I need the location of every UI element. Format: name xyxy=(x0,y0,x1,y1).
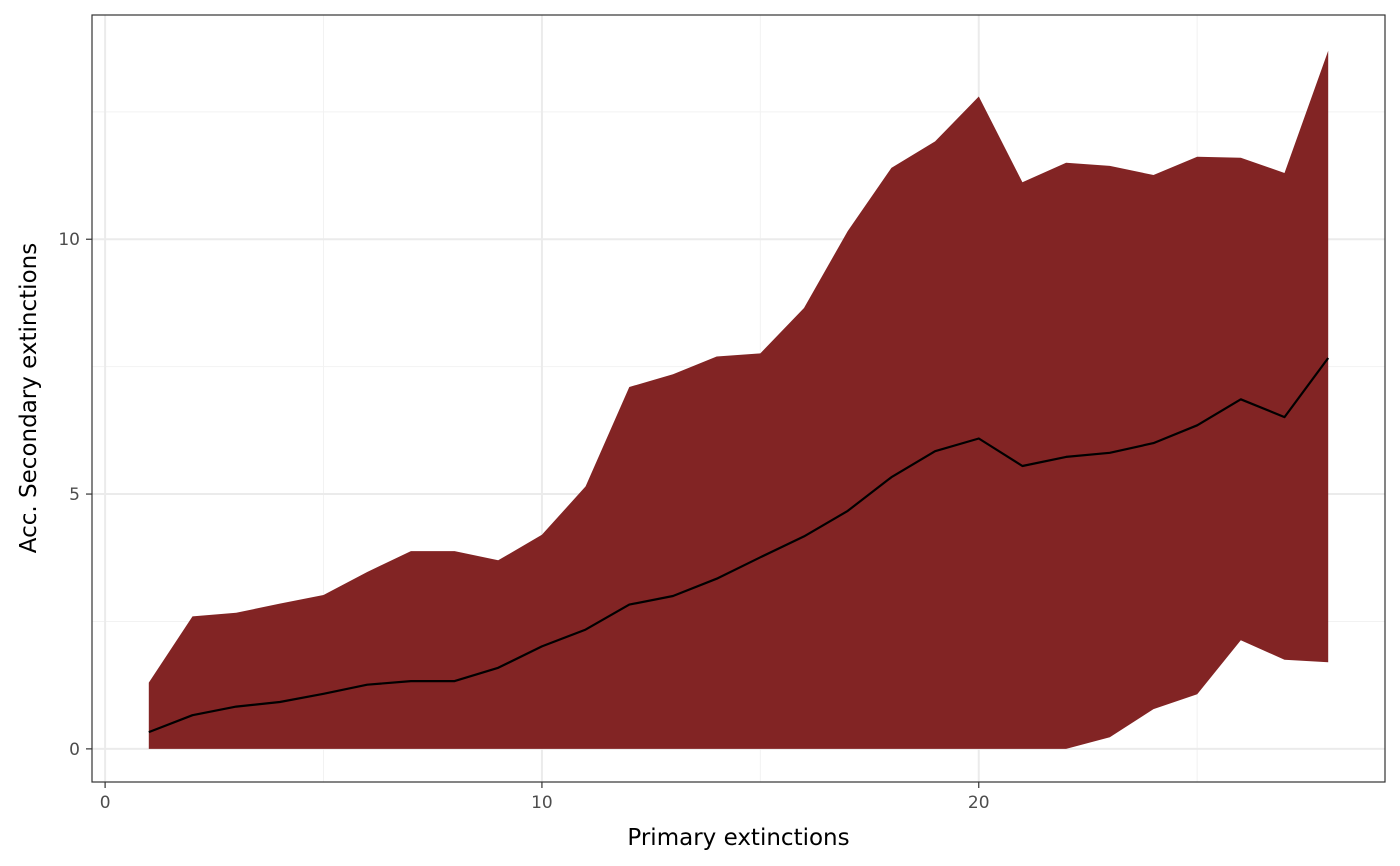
x-tick-label: 0 xyxy=(100,793,111,813)
y-tick-label: 10 xyxy=(58,230,80,250)
ci-band-layer xyxy=(148,50,1329,749)
mean-line xyxy=(148,357,1330,734)
x-tick-label: 10 xyxy=(531,793,553,813)
y-axis-ticks: 0 5 10 xyxy=(58,230,92,760)
y-axis-title: Acc. Secondary extinctions xyxy=(16,243,42,553)
x-axis-title: Primary extinctions xyxy=(627,825,849,851)
x-axis-ticks: 0 10 20 xyxy=(100,782,990,813)
plot-border xyxy=(91,14,1386,783)
y-tick-label: 5 xyxy=(69,485,80,505)
x-tick-label: 20 xyxy=(968,793,990,813)
mean-line-layer xyxy=(148,357,1330,734)
confidence-band xyxy=(148,50,1329,749)
y-tick-label: 0 xyxy=(69,740,80,760)
